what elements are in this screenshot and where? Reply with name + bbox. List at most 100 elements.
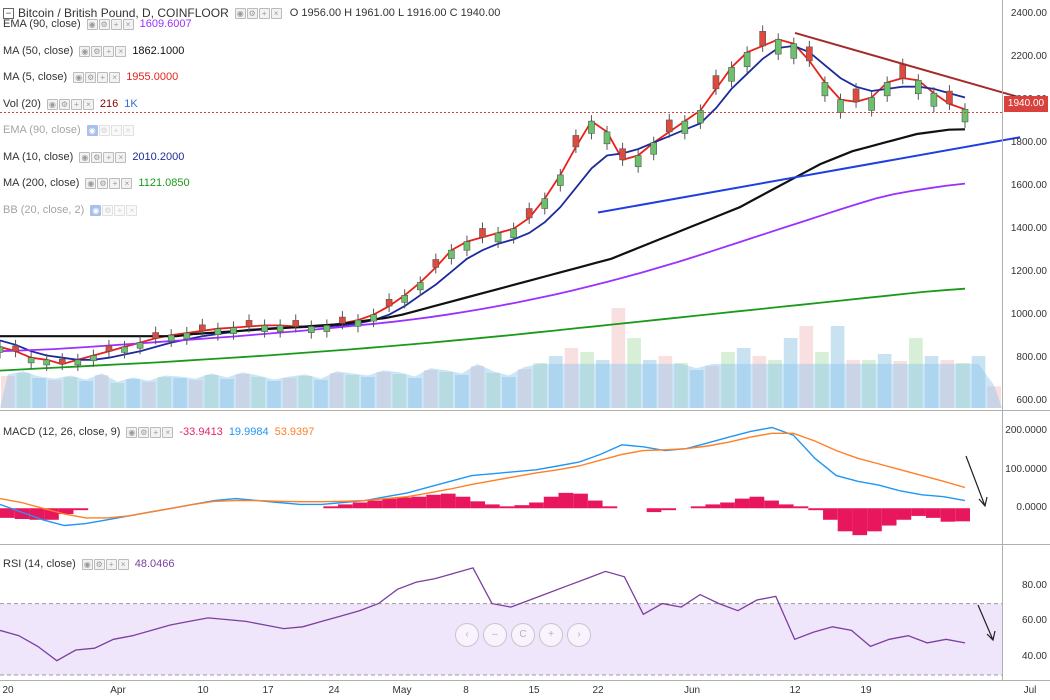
- indicator-controls[interactable]: ◉ ⚙ + ×: [73, 72, 121, 83]
- plus-icon[interactable]: +: [70, 98, 82, 110]
- indicator-legend[interactable]: Vol (20) ◉ ⚙ + × 216 1K: [3, 98, 138, 111]
- settings-icon[interactable]: ⚙: [102, 204, 114, 216]
- eye-icon[interactable]: ◉: [234, 7, 246, 19]
- close-icon[interactable]: ×: [109, 72, 121, 83]
- settings-icon[interactable]: ⚙: [85, 72, 97, 83]
- eye-icon[interactable]: ◉: [86, 19, 98, 30]
- plus-icon[interactable]: +: [103, 45, 115, 57]
- nav-button[interactable]: C: [511, 623, 535, 647]
- indicator-legend[interactable]: EMA (90, close) ◉ ⚙ + ×: [3, 124, 134, 137]
- nav-button[interactable]: –: [483, 623, 507, 647]
- settings-icon[interactable]: ⚙: [91, 45, 103, 57]
- date-tick-label: Jul: [1023, 685, 1037, 696]
- macd-legend[interactable]: MACD (12, 26, close, 9) ◉ ⚙ + × -33.9413 19…: [3, 426, 314, 439]
- eye-icon[interactable]: ◉: [126, 427, 138, 438]
- settings-icon[interactable]: ⚙: [97, 178, 109, 189]
- plus-icon[interactable]: +: [110, 19, 122, 30]
- eye-icon[interactable]: ◉: [79, 151, 91, 163]
- macd-histogram-bar: [73, 508, 89, 511]
- plus-icon[interactable]: +: [109, 178, 121, 189]
- plus-icon[interactable]: +: [258, 7, 270, 19]
- close-icon[interactable]: ×: [122, 125, 134, 136]
- indicator-controls[interactable]: ◉ ⚙ + ×: [79, 45, 127, 57]
- rsi-pane[interactable]: [0, 545, 1002, 680]
- plus-icon[interactable]: +: [110, 125, 122, 136]
- candle-body: [136, 342, 144, 349]
- settings-icon[interactable]: ⚙: [58, 98, 70, 110]
- volume-bar: [846, 360, 861, 408]
- title-controls[interactable]: ◉ ⚙ + ×: [234, 7, 282, 19]
- settings-icon[interactable]: ⚙: [93, 559, 105, 570]
- rsi-controls[interactable]: ◉ ⚙ + ×: [81, 559, 129, 570]
- price-chart[interactable]: [0, 0, 1021, 410]
- close-icon[interactable]: ×: [115, 45, 127, 57]
- indicator-value: 216: [99, 97, 119, 110]
- eye-icon[interactable]: ◉: [85, 178, 97, 189]
- indicator-controls[interactable]: ◉ ⚙ + ×: [90, 204, 138, 216]
- price-axis[interactable]: 600.00 800.00 1000.00 1200.00 1400.00 1600.00…: [1002, 0, 1050, 410]
- indicator-controls[interactable]: ◉ ⚙ + ×: [46, 98, 94, 110]
- macd-axis[interactable]: 0.0000 100.0000 200.0000: [1002, 411, 1050, 544]
- rsi-chart[interactable]: [0, 545, 1002, 680]
- close-icon[interactable]: ×: [162, 427, 174, 438]
- series-line-ma-5-close-: [0, 38, 966, 366]
- close-icon[interactable]: ×: [82, 98, 94, 110]
- indicator-legend[interactable]: EMA (90, close) ◉ ⚙ + × 1609.6007: [3, 18, 192, 31]
- eye-icon[interactable]: ◉: [73, 72, 85, 83]
- plus-icon[interactable]: +: [114, 204, 126, 216]
- nav-button[interactable]: +: [539, 623, 563, 647]
- rsi-legend[interactable]: RSI (14, close) ◉ ⚙ + × 48.0466: [3, 558, 175, 571]
- settings-icon[interactable]: ⚙: [138, 427, 150, 438]
- ohlc-values: O 1956.00 H 1961.00 L 1916.00 C 1940.00: [289, 7, 501, 19]
- eye-icon[interactable]: ◉: [46, 98, 58, 110]
- close-icon[interactable]: ×: [115, 151, 127, 163]
- indicator-controls[interactable]: ◉ ⚙ + ×: [79, 151, 127, 163]
- candle-body: [276, 325, 284, 332]
- close-icon[interactable]: ×: [121, 178, 133, 189]
- nav-button[interactable]: ‹: [455, 623, 479, 647]
- candle-body: [448, 249, 455, 259]
- rsi-axis[interactable]: 40.00 60.00 80.00: [1002, 545, 1050, 680]
- pane-separator[interactable]: [0, 544, 1050, 545]
- settings-icon[interactable]: ⚙: [91, 151, 103, 163]
- candle-body: [665, 119, 673, 133]
- eye-icon[interactable]: ◉: [90, 204, 102, 216]
- settings-icon[interactable]: ⚙: [98, 125, 110, 136]
- eye-icon[interactable]: ◉: [86, 125, 98, 136]
- indicator-controls[interactable]: ◉ ⚙ + ×: [86, 125, 134, 136]
- macd-controls[interactable]: ◉ ⚙ + ×: [126, 427, 174, 438]
- plus-icon[interactable]: +: [97, 72, 109, 83]
- collapse-icon[interactable]: −: [3, 7, 14, 19]
- indicator-legend[interactable]: MA (200, close) ◉ ⚙ + × 1121.0850: [3, 177, 190, 190]
- indicator-legend[interactable]: MA (5, close) ◉ ⚙ + × 1955.0000: [3, 71, 178, 84]
- plus-icon[interactable]: +: [103, 151, 115, 163]
- settings-icon[interactable]: ⚙: [98, 19, 110, 30]
- nav-button[interactable]: ›: [567, 623, 591, 647]
- settings-icon[interactable]: ⚙: [246, 7, 258, 19]
- indicator-controls[interactable]: ◉ ⚙ + ×: [85, 178, 133, 189]
- indicator-controls[interactable]: ◉ ⚙ + ×: [86, 19, 134, 30]
- price-pane[interactable]: [0, 0, 1021, 410]
- indicator-legend[interactable]: MA (10, close) ◉ ⚙ + × 2010.2000: [3, 151, 184, 164]
- chart-navigation[interactable]: ‹ – C + ›: [455, 623, 591, 647]
- pane-separator[interactable]: [0, 410, 1050, 411]
- macd-pane[interactable]: [0, 411, 1002, 544]
- plus-icon[interactable]: +: [150, 427, 162, 438]
- eye-icon[interactable]: ◉: [79, 45, 91, 57]
- close-icon[interactable]: ×: [270, 7, 282, 19]
- close-icon[interactable]: ×: [117, 559, 129, 570]
- close-icon[interactable]: ×: [122, 19, 134, 30]
- macd-chart[interactable]: [0, 411, 1002, 544]
- plus-icon[interactable]: +: [105, 559, 117, 570]
- volume-bar: [173, 378, 187, 408]
- indicator-legend[interactable]: MA (50, close) ◉ ⚙ + × 1862.1000: [3, 45, 184, 58]
- macd-histogram-bar: [705, 504, 721, 509]
- indicator-value: 1121.0850: [138, 177, 190, 189]
- volume-bar: [502, 377, 516, 408]
- eye-icon[interactable]: ◉: [81, 559, 93, 570]
- close-icon[interactable]: ×: [126, 204, 138, 216]
- indicator-legend[interactable]: BB (20, close, 2) ◉ ⚙ + ×: [3, 204, 138, 217]
- price-tick-label: 1600.00: [1010, 179, 1047, 191]
- candle-body: [261, 325, 268, 332]
- candle-body: [681, 120, 689, 134]
